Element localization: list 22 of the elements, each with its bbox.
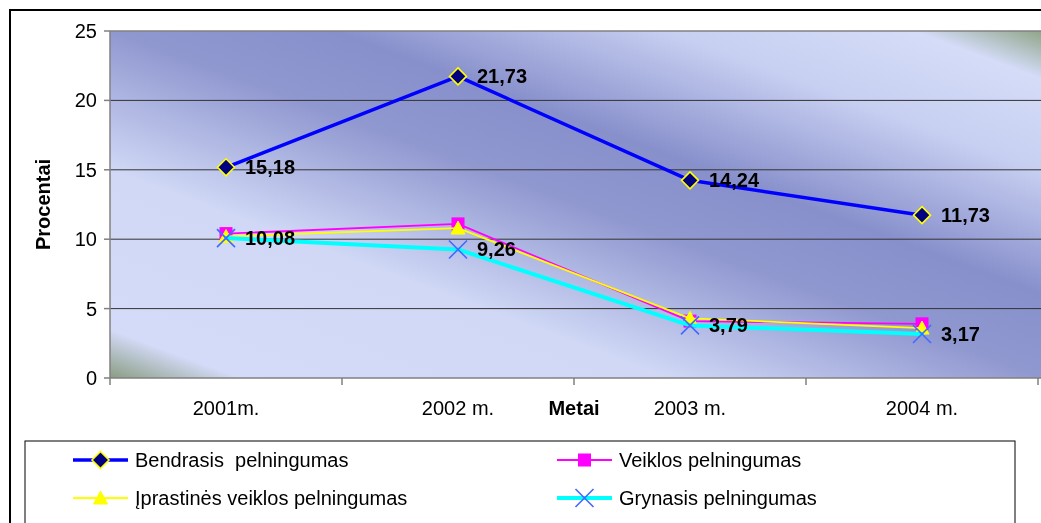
y-tick-label: 25 (74, 20, 97, 42)
y-axis-title: Procentai (32, 158, 54, 251)
data-label: 11,73 (941, 204, 990, 227)
y-tick-label: 15 (74, 158, 97, 181)
legend-label: Bendrasis pelningumas (135, 449, 349, 471)
data-label: 3,17 (941, 323, 980, 345)
y-tick-label: 20 (74, 89, 97, 112)
x-tick-label: 2003 m. (653, 397, 727, 419)
x-tick-label: 2001m. (192, 397, 260, 419)
legend-label: Įprastinės veiklos pelningumas (135, 487, 408, 509)
x-tick-label: 2004 m. (885, 397, 959, 419)
legend-label: Veiklos pelningumas (619, 449, 802, 471)
y-tick-label: 10 (74, 228, 97, 251)
x-axis-title: Metai (548, 397, 600, 419)
legend-label: Grynasis pelningumas (619, 487, 817, 509)
y-tick-label: 5 (85, 297, 97, 320)
data-label: 9,26 (477, 238, 516, 261)
data-label: 15,18 (245, 156, 296, 179)
x-tick-label: 2002 m. (421, 397, 495, 419)
data-label: 14,24 (709, 169, 760, 192)
y-tick-label: 0 (85, 367, 97, 389)
data-label: 21,73 (477, 65, 528, 88)
